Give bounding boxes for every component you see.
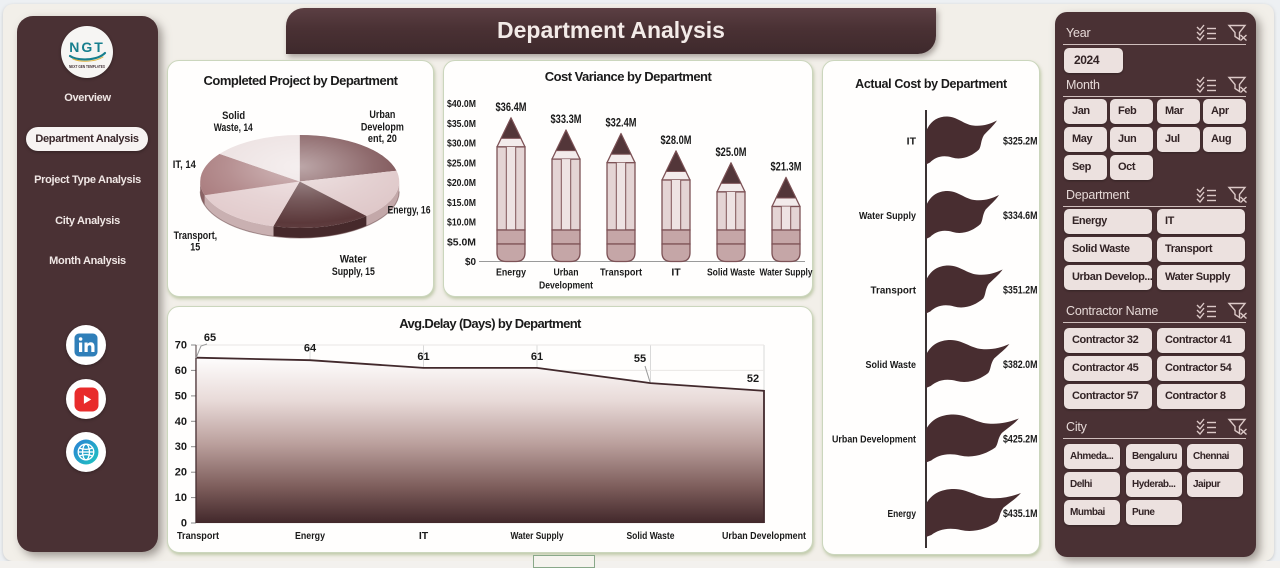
- svg-text:70: 70: [175, 340, 187, 352]
- svg-text:$25.0M: $25.0M: [716, 147, 747, 159]
- svg-text:NGT: NGT: [69, 39, 105, 55]
- svg-text:$425.2M: $425.2M: [1003, 434, 1038, 446]
- svg-text:61: 61: [531, 351, 543, 363]
- svg-text:$25.0M: $25.0M: [447, 158, 476, 169]
- svg-text:Waste, 14: Waste, 14: [214, 122, 254, 134]
- svg-text:$382.0M: $382.0M: [1003, 359, 1038, 371]
- svg-text:$33.3M: $33.3M: [551, 114, 582, 126]
- svg-text:IT: IT: [907, 136, 917, 148]
- svg-text:40: 40: [175, 416, 187, 428]
- svg-text:60: 60: [175, 365, 187, 377]
- svg-text:Solid Waste: Solid Waste: [707, 267, 755, 279]
- svg-text:15: 15: [190, 242, 200, 254]
- svg-text:Solid: Solid: [222, 110, 245, 122]
- svg-text:$5.0M: $5.0M: [447, 237, 476, 248]
- svg-text:$325.2M: $325.2M: [1003, 136, 1038, 148]
- svg-text:0: 0: [181, 518, 187, 530]
- svg-text:IT: IT: [419, 530, 429, 542]
- svg-text:$32.4M: $32.4M: [606, 118, 637, 130]
- svg-text:61: 61: [417, 351, 429, 363]
- svg-text:IT, 14: IT, 14: [173, 159, 197, 171]
- svg-text:$28.0M: $28.0M: [661, 135, 692, 147]
- svg-text:NEXT GEN TEMPLATES: NEXT GEN TEMPLATES: [69, 64, 105, 69]
- svg-text:Water Supply: Water Supply: [760, 267, 813, 279]
- svg-text:ent, 20: ent, 20: [368, 133, 397, 145]
- svg-text:Transport,: Transport,: [174, 230, 218, 242]
- svg-text:$10.0M: $10.0M: [447, 218, 476, 229]
- svg-text:64: 64: [304, 343, 317, 355]
- svg-text:Water: Water: [340, 253, 368, 265]
- svg-text:30: 30: [175, 441, 187, 453]
- svg-text:10: 10: [175, 492, 187, 504]
- svg-text:Developm: Developm: [361, 121, 404, 133]
- svg-text:Urban: Urban: [369, 109, 395, 121]
- svg-text:Solid Waste: Solid Waste: [866, 359, 917, 371]
- svg-text:$36.4M: $36.4M: [496, 102, 527, 114]
- svg-text:Urban Development: Urban Development: [722, 530, 806, 542]
- svg-text:65: 65: [204, 332, 216, 344]
- svg-text:$0: $0: [465, 257, 476, 268]
- svg-text:Solid Waste: Solid Waste: [627, 530, 675, 542]
- svg-text:52: 52: [747, 373, 759, 385]
- svg-text:Transport: Transport: [871, 285, 917, 297]
- svg-text:Energy, 16: Energy, 16: [388, 205, 431, 217]
- svg-text:$435.1M: $435.1M: [1003, 508, 1038, 520]
- svg-text:$35.0M: $35.0M: [447, 119, 476, 130]
- svg-text:Supply, 15: Supply, 15: [332, 266, 375, 278]
- svg-text:20: 20: [175, 467, 187, 479]
- svg-text:$20.0M: $20.0M: [447, 178, 476, 189]
- svg-text:Urban Development: Urban Development: [832, 434, 916, 446]
- svg-text:$334.6M: $334.6M: [1003, 210, 1038, 222]
- svg-text:$21.3M: $21.3M: [771, 161, 802, 173]
- svg-text:Energy: Energy: [295, 530, 325, 542]
- svg-text:$40.0M: $40.0M: [447, 99, 476, 110]
- svg-text:Urban: Urban: [554, 267, 579, 279]
- svg-text:IT: IT: [671, 267, 681, 279]
- svg-text:$351.2M: $351.2M: [1003, 285, 1038, 297]
- svg-text:55: 55: [634, 353, 646, 365]
- svg-text:$15.0M: $15.0M: [447, 198, 476, 209]
- svg-text:Transport: Transport: [177, 530, 219, 542]
- svg-text:Energy: Energy: [496, 267, 526, 279]
- svg-text:Energy: Energy: [888, 508, 917, 520]
- svg-text:Development: Development: [539, 280, 593, 292]
- svg-text:Transport: Transport: [600, 267, 642, 279]
- svg-text:Water Supply: Water Supply: [859, 210, 916, 222]
- svg-text:50: 50: [175, 390, 187, 402]
- svg-text:Water Supply: Water Supply: [511, 530, 564, 542]
- svg-text:$30.0M: $30.0M: [447, 139, 476, 150]
